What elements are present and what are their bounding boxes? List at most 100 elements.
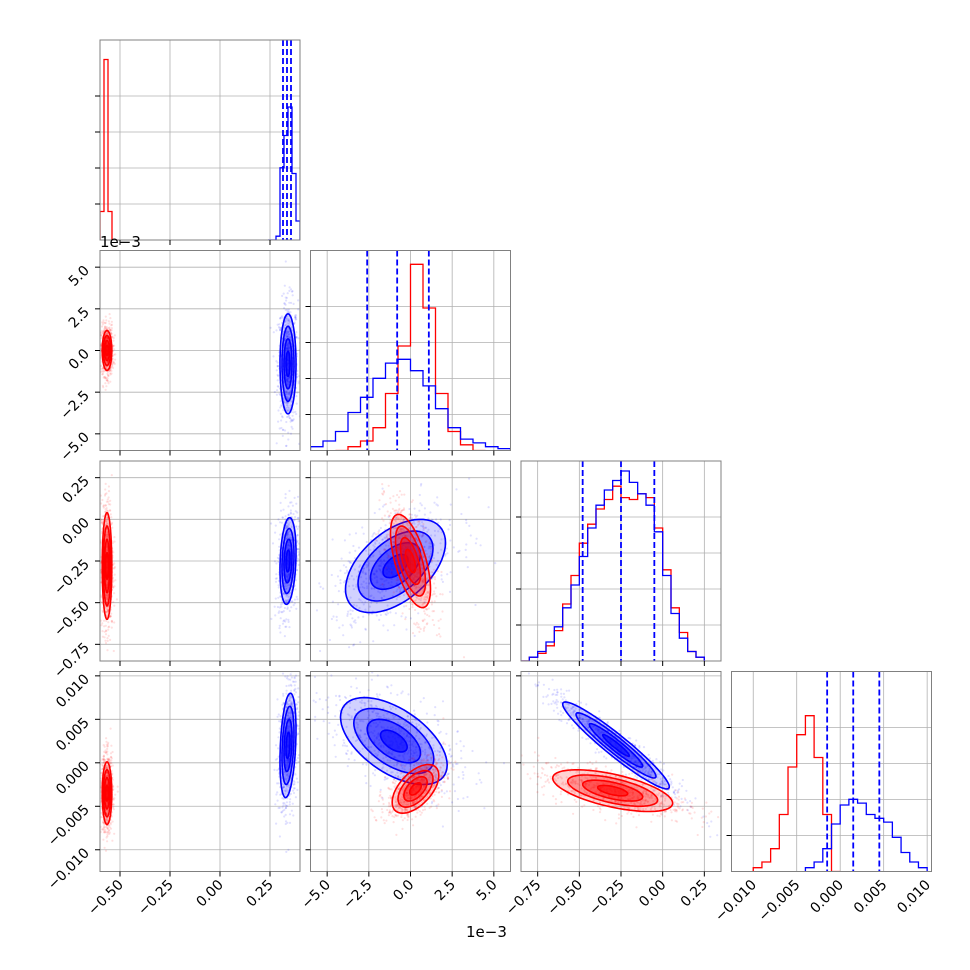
scatter-point [287, 544, 290, 547]
scatter-point [422, 601, 426, 605]
scatter-point [362, 603, 365, 606]
scatter-point [287, 599, 290, 602]
scatter-point [404, 616, 407, 619]
scatter-point [287, 573, 290, 576]
scatter-point [277, 611, 280, 615]
scatter-point [296, 534, 299, 537]
scatter-point [411, 517, 414, 520]
scatter-point [386, 538, 389, 541]
scatter-point [275, 822, 278, 825]
scatter-point [288, 803, 291, 806]
scatter-point [289, 656, 291, 658]
scatter-point [379, 564, 382, 568]
scatter-point [439, 542, 442, 545]
scatter-point [286, 397, 289, 401]
scatter-point [281, 602, 284, 605]
scatter-point [365, 577, 368, 580]
scatter-point [105, 326, 108, 329]
scatter-point [423, 513, 426, 516]
contour-line [394, 525, 427, 597]
scatter-point [106, 649, 109, 652]
scatter-point [284, 308, 287, 312]
scatter-point [372, 572, 375, 575]
scatter-point [397, 509, 400, 512]
scatter-point [294, 318, 297, 321]
scatter-point [397, 496, 401, 499]
scatter-point [105, 583, 108, 586]
scatter-point [276, 556, 279, 560]
scatter-point [105, 549, 108, 552]
scatter-point [287, 775, 290, 778]
scatter-point [362, 580, 365, 583]
scatter-point [425, 596, 428, 599]
scatter-point [392, 535, 395, 538]
scatter-point [284, 773, 287, 776]
scatter-point [281, 294, 284, 297]
scatter-point [107, 608, 110, 612]
scatter-point [416, 597, 419, 600]
scatter-point [286, 576, 289, 579]
scatter-point [100, 624, 103, 627]
scatter-point [100, 619, 103, 622]
y-tick-label: −5.0 [57, 429, 92, 464]
scatter-point [397, 536, 400, 539]
scatter-point [287, 784, 290, 787]
scatter-point [382, 624, 385, 627]
scatter-point [106, 533, 109, 536]
scatter-point [406, 545, 409, 549]
scatter-point [408, 607, 411, 611]
scatter-point [287, 347, 290, 350]
scatter-point [429, 545, 432, 549]
scatter-point [272, 355, 275, 358]
scatter-point [378, 529, 381, 532]
scatter-point [110, 369, 113, 372]
scatter-point [287, 573, 290, 576]
scatter-point [288, 800, 291, 804]
scatter-point [290, 676, 293, 679]
scatter-point [402, 555, 405, 558]
scatter-point [433, 576, 436, 579]
scatter-point [109, 615, 112, 618]
scatter-point [437, 619, 440, 622]
scatter-point [106, 767, 109, 770]
scatter-point [414, 515, 418, 519]
scatter-point [106, 826, 109, 829]
scatter-point [283, 302, 286, 305]
scatter-point [284, 599, 287, 603]
scatter-point [494, 562, 497, 565]
scatter-point [110, 612, 113, 615]
scatter-point [363, 586, 366, 590]
scatter-point [409, 546, 412, 549]
scatter-point [297, 308, 300, 311]
scatter-point [297, 727, 300, 730]
scatter-point [101, 828, 105, 831]
scatter-point [285, 805, 288, 808]
scatter-point [278, 727, 281, 730]
scatter-point [286, 319, 289, 322]
scatter-point [296, 557, 299, 560]
scatter-point [293, 677, 296, 680]
scatter-point [110, 522, 113, 526]
scatter-point [285, 296, 288, 299]
scatter-point [449, 571, 452, 574]
scatter-point [407, 534, 410, 538]
scatter-point [279, 501, 282, 504]
scatter-point [106, 522, 109, 525]
scatter-point [286, 714, 289, 717]
scatter-point [287, 542, 290, 546]
scatter-point [418, 520, 421, 523]
scatter-point [430, 561, 433, 564]
scatter-point [285, 625, 288, 628]
scatter-point [385, 567, 388, 570]
scatter-point [296, 707, 299, 711]
scatter-point [294, 515, 297, 519]
scatter-point [354, 532, 358, 535]
scatter-point [284, 675, 287, 678]
scatter-point [296, 788, 299, 792]
scatter-point [394, 499, 397, 502]
scatter-point [105, 630, 108, 633]
scatter-point [286, 773, 289, 777]
scatter-point [282, 786, 285, 789]
scatter-point [467, 496, 470, 499]
scatter-point [110, 619, 114, 622]
